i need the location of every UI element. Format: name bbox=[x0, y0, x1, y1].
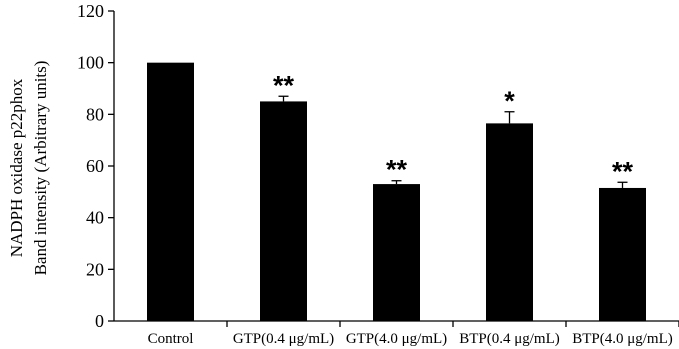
y-tick-label: 100 bbox=[77, 53, 104, 73]
x-category-label: BTP(4.0 μg/mL) bbox=[572, 331, 673, 347]
y-tick-label: 120 bbox=[77, 1, 104, 21]
y-tick-label: 80 bbox=[86, 104, 104, 124]
bar bbox=[147, 62, 194, 322]
y-axis-title-line-2: Band intensity (Arbitrary units) bbox=[31, 61, 50, 276]
y-tick-label: 0 bbox=[95, 311, 104, 331]
x-category-label: GTP(4.0 μg/mL) bbox=[346, 331, 447, 347]
x-category-label: Control bbox=[148, 331, 194, 347]
significance-marker: ** bbox=[612, 156, 634, 186]
y-tick-label: 60 bbox=[86, 156, 104, 176]
significance-marker: ** bbox=[386, 155, 408, 185]
significance-marker: ** bbox=[273, 70, 295, 100]
bar bbox=[260, 101, 307, 322]
y-tick-label: 40 bbox=[86, 208, 104, 228]
bar bbox=[599, 187, 646, 321]
x-category-label: GTP(0.4 μg/mL) bbox=[233, 331, 334, 347]
y-tick-label: 20 bbox=[86, 259, 104, 279]
axes: 0 20 40 60 80 100 120 bbox=[77, 1, 679, 331]
x-category-label: BTP(0.4 μg/mL) bbox=[459, 331, 560, 347]
bar bbox=[486, 123, 533, 321]
significance-marker: * bbox=[504, 86, 515, 116]
category-labels: Control GTP(0.4 μg/mL) GTP(4.0 μg/mL) BTP(0… bbox=[148, 331, 673, 347]
y-axis-title-line-1: NADPH oxidase p22phox bbox=[7, 78, 26, 257]
bar bbox=[373, 184, 420, 321]
y-axis-title: NADPH oxidase p22phox Band intensity (Ar… bbox=[7, 61, 50, 276]
bars: ******* bbox=[147, 62, 646, 322]
